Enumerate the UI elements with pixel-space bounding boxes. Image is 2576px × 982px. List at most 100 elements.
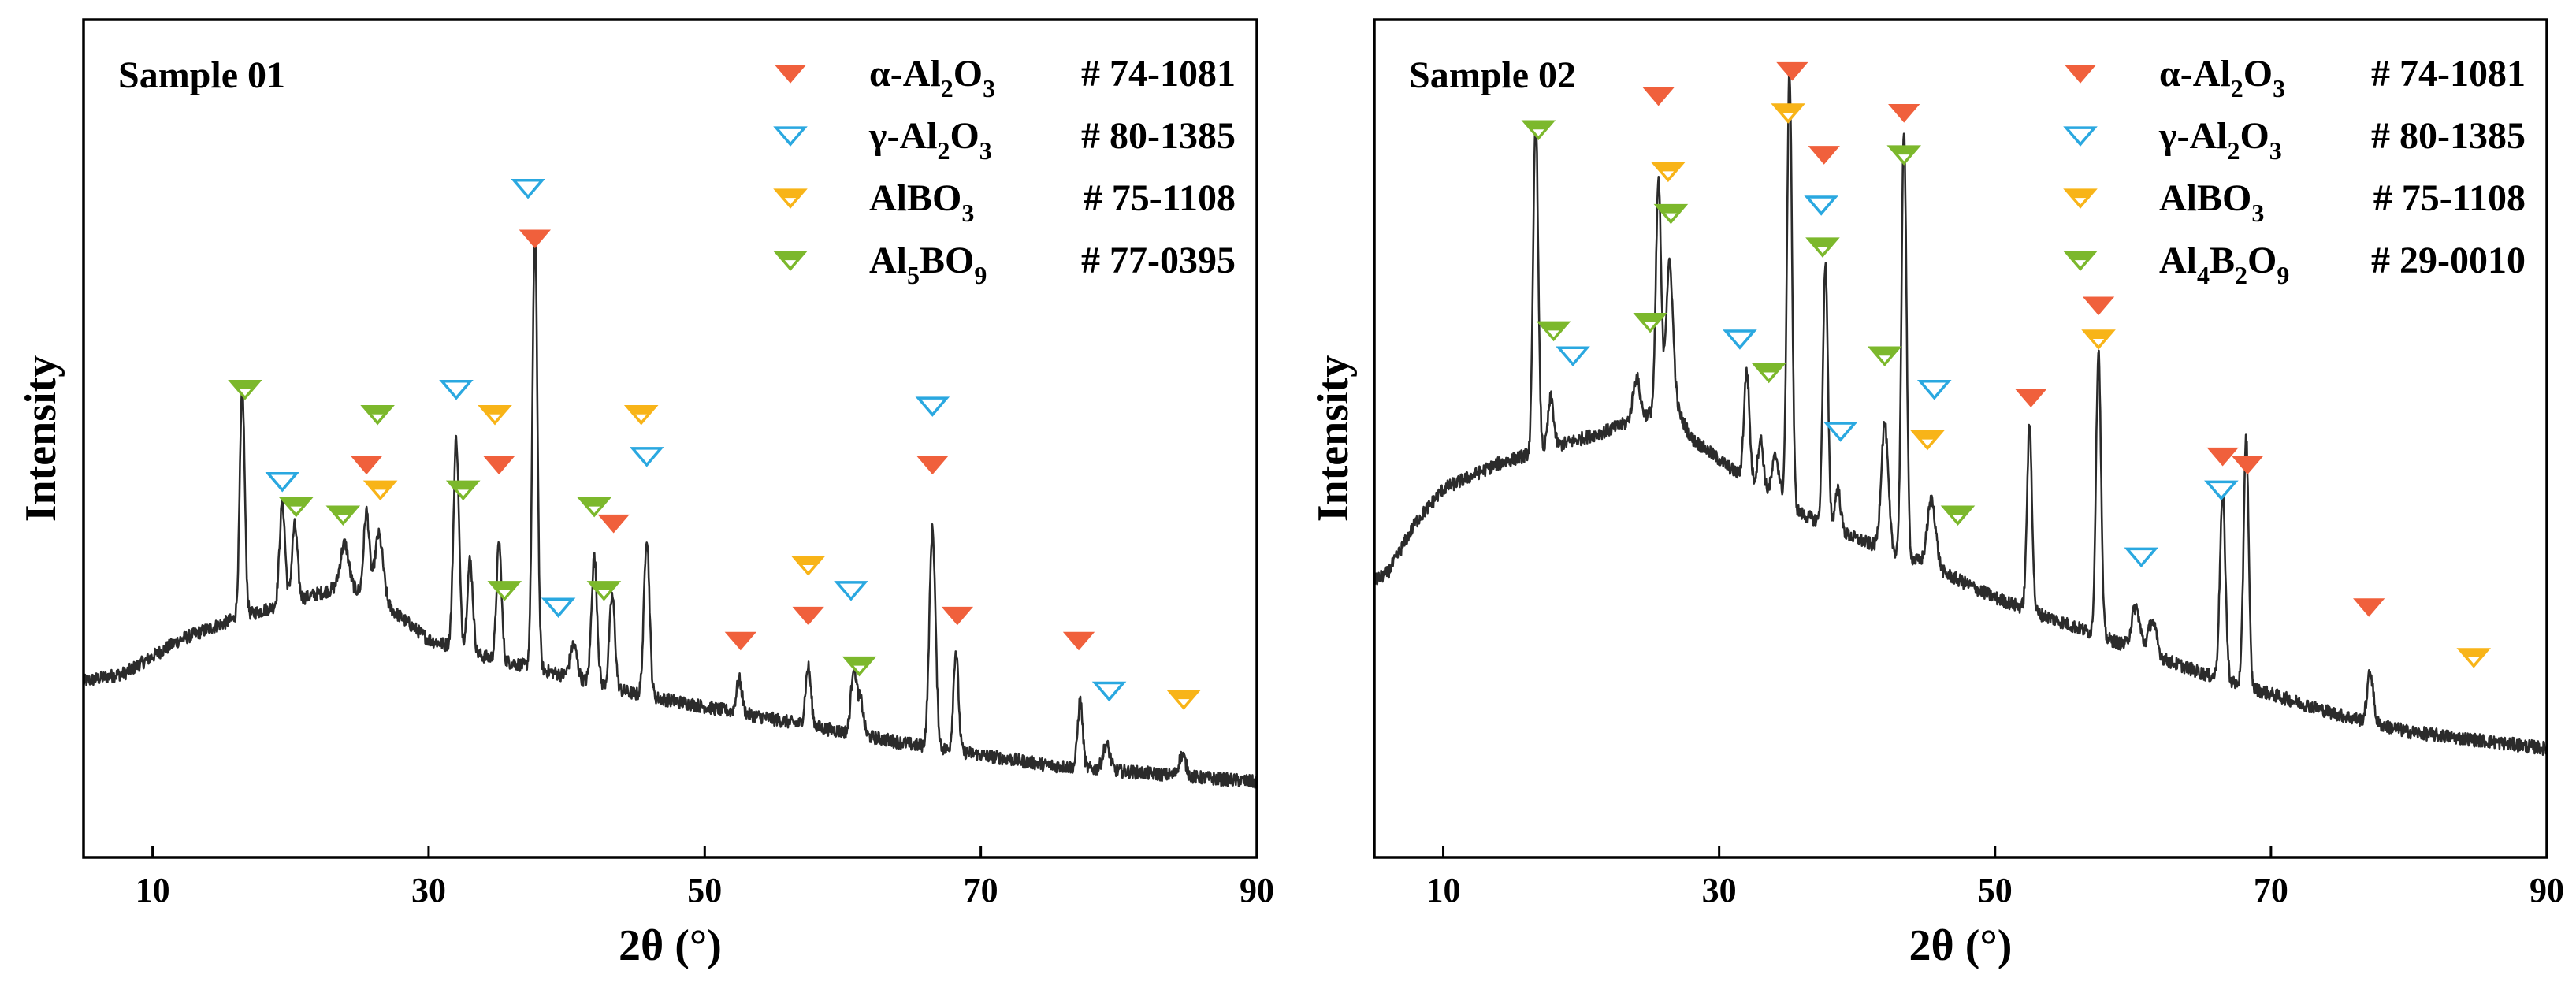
x-tick-label: 30 <box>1702 871 1737 909</box>
legend-card-alpha: # 74-1081 <box>1081 53 1236 95</box>
peak-marker-albo3-fill <box>478 405 511 415</box>
peak-marker-gamma-shape <box>439 380 474 400</box>
peak-marker-minor-fill <box>1887 146 1920 155</box>
peak-marker-albo3 <box>790 556 826 576</box>
x-tick-label: 50 <box>687 871 722 909</box>
peak-marker-albo3-fill <box>2457 648 2490 657</box>
legend-label-albo3: AlBO3​ <box>869 177 974 227</box>
legend-card-gamma: # 80-1385 <box>1081 115 1236 157</box>
peak-marker-albo3 <box>478 404 512 426</box>
plot-frame <box>1373 18 2548 859</box>
legend-card-minor: # 77-0395 <box>1081 240 1236 281</box>
peak-marker-minor <box>1867 346 1902 367</box>
peak-marker-albo3 <box>1166 690 1201 710</box>
peak-marker-minor <box>325 505 361 526</box>
peak-marker-gamma-shape <box>915 396 950 417</box>
peak-marker-minor-fill <box>361 405 394 415</box>
legend-marker-albo3-fill <box>774 189 807 199</box>
legend: α-Al2​O3​ # 74-1081 γ-Al2​O3​ # 80-1385 AlBO… <box>2063 53 2526 289</box>
peak-marker-albo3-fill <box>1771 104 1805 113</box>
peak-marker-minor-fill <box>843 657 875 666</box>
peak-marker-alpha <box>2231 456 2264 475</box>
peak-marker-minor <box>278 497 314 518</box>
xrd-pattern-line <box>82 233 1258 789</box>
peak-marker-alpha <box>2352 598 2385 617</box>
peak-marker-gamma <box>915 396 950 417</box>
legend-marker-gamma <box>2063 126 2098 147</box>
x-tick-label: 70 <box>964 871 998 909</box>
peak-marker-minor <box>487 581 522 601</box>
legend-card-minor: # 29-0010 <box>2371 240 2526 281</box>
peak-marker-gamma-shape <box>1556 346 1590 367</box>
x-axis-label: 2θ (°) <box>1909 921 2013 970</box>
legend-marker-alpha <box>2064 65 2097 84</box>
legend-label-alpha: α-Al2​O3​ <box>2159 53 2285 102</box>
plot-frame <box>82 18 1258 859</box>
peak-marker-minor <box>842 656 877 677</box>
peak-marker-alpha <box>2015 389 2047 408</box>
peak-marker-alpha-shape <box>916 456 949 475</box>
peak-marker-gamma <box>1823 422 1858 442</box>
peak-marker-alpha-shape <box>597 514 630 534</box>
peak-marker-alpha-shape <box>724 631 757 651</box>
legend-label-minor: Al4​B2​O9​ <box>2159 240 2289 289</box>
peak-marker-alpha <box>941 606 974 626</box>
x-tick-label: 50 <box>1978 871 2013 909</box>
peak-marker-minor-fill <box>1942 506 1974 515</box>
legend-marker-gamma-shape <box>2063 126 2098 147</box>
peak-marker-alpha-shape <box>941 606 974 626</box>
peak-marker-albo3-fill <box>2082 330 2115 340</box>
peak-marker-minor-fill <box>1522 121 1555 130</box>
peak-marker-alpha-shape <box>483 456 515 475</box>
peak-marker-alpha <box>1062 631 1095 651</box>
peak-marker-minor-fill <box>1753 363 1785 373</box>
legend-label-gamma: γ-Al2​O3​ <box>868 115 992 165</box>
peak-marker-minor-fill <box>229 380 262 389</box>
peak-marker-gamma-shape <box>1823 422 1858 442</box>
peak-marker-minor-fill <box>1537 322 1570 331</box>
panel-1: 10 30 50 70 90 2θ (°) Intensity Sample 01 α-Al2​… <box>17 18 1274 970</box>
legend: α-Al2​O3​ # 74-1081 γ-Al2​O3​ # 80-1385 AlBO… <box>773 53 1236 289</box>
peak-marker-alpha-shape <box>1776 61 1808 81</box>
peak-marker-minor <box>1521 120 1556 141</box>
peak-marker-minor-fill <box>327 506 359 515</box>
legend-label-gamma: γ-Al2​O3​ <box>2158 115 2282 165</box>
peak-marker-gamma-shape <box>834 581 868 601</box>
peak-marker-alpha-shape <box>519 229 551 249</box>
legend-marker-gamma <box>773 126 808 147</box>
peak-marker-alpha-shape <box>2082 296 2115 316</box>
x-tick-label: 10 <box>1426 871 1461 909</box>
peak-marker-alpha <box>1776 61 1808 81</box>
peak-marker-alpha-shape <box>2206 447 2239 467</box>
legend-label-albo3: AlBO3​ <box>2159 177 2264 227</box>
panel-2: 10 30 50 70 90 2θ (°) Intensity Sample 02 α-Al2​… <box>1309 18 2564 970</box>
peak-marker-minor-fill <box>588 581 620 590</box>
peak-marker-alpha-shape <box>1808 146 1840 165</box>
peak-marker-minor <box>1940 505 1976 526</box>
peak-marker-minor-fill <box>1655 204 1687 214</box>
peak-marker-alpha-shape <box>1642 87 1675 106</box>
peak-marker-minor <box>228 380 262 400</box>
legend-marker-minor <box>2063 251 2098 271</box>
peak-marker-alpha <box>724 631 757 651</box>
legend-marker-minor <box>773 251 808 271</box>
peak-marker-gamma-shape <box>629 447 664 467</box>
legend-card-albo3: # 75-1108 <box>1084 177 1236 219</box>
peak-marker-minor <box>1886 145 1922 166</box>
peak-marker-minor <box>1653 203 1689 225</box>
peak-marker-alpha <box>350 456 383 475</box>
peak-marker-gamma-shape <box>2124 547 2159 568</box>
peak-marker-albo3-fill <box>792 556 824 566</box>
peak-marker-minor-fill <box>1806 238 1839 247</box>
peak-marker-albo3 <box>2456 648 2492 668</box>
legend-card-albo3: # 75-1108 <box>2373 177 2526 219</box>
sample-title: Sample 01 <box>118 54 285 96</box>
peak-marker-gamma-shape <box>1804 195 1838 216</box>
peak-marker-gamma <box>511 178 545 199</box>
peak-marker-minor-fill <box>280 497 313 507</box>
peak-marker-minor <box>586 581 622 601</box>
peak-marker-minor <box>1805 237 1840 258</box>
x-tick-label: 30 <box>411 871 446 909</box>
peak-marker-albo3-fill <box>364 481 396 490</box>
